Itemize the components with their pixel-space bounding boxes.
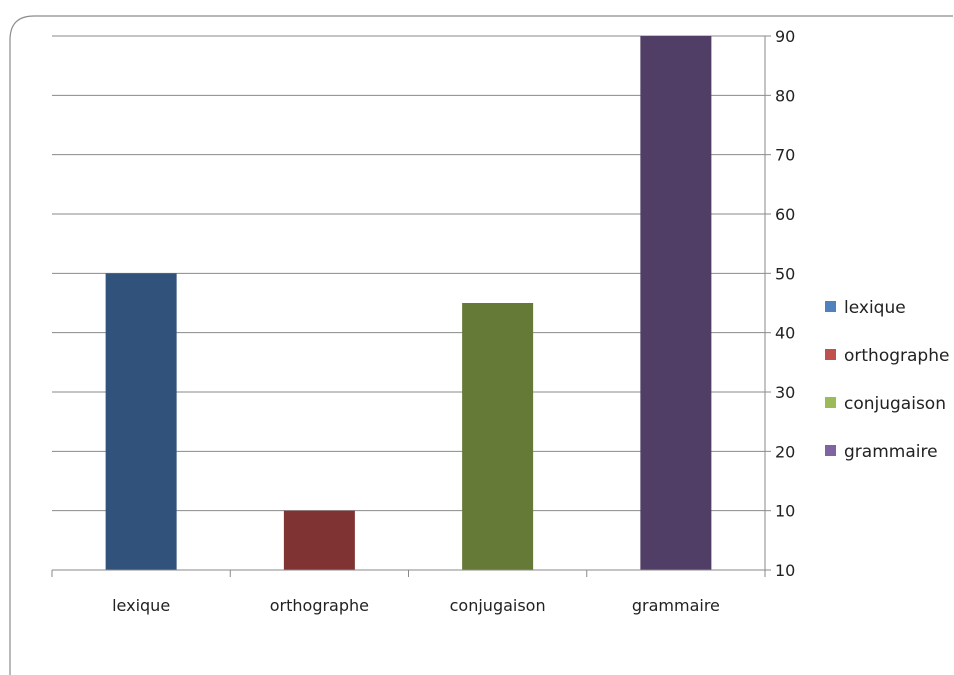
x-tick-label: lexique xyxy=(112,596,170,615)
y-tick-label: 40 xyxy=(775,324,795,343)
legend-swatch-conjugaison xyxy=(825,397,836,408)
y-tick-label: 70 xyxy=(775,146,795,165)
y-tick-label: 30 xyxy=(775,383,795,402)
x-tick-label: grammaire xyxy=(632,596,720,615)
legend-label: orthographe xyxy=(844,346,949,366)
legend: lexique orthographe conjugaison grammaire xyxy=(825,298,949,462)
bar-orthographe xyxy=(283,510,355,570)
x-tick-label: conjugaison xyxy=(450,596,546,615)
y-tick-label: 50 xyxy=(775,264,795,283)
y-tick-label: 80 xyxy=(775,86,795,105)
bar-conjugaison xyxy=(462,303,534,570)
x-tick-label: orthographe xyxy=(270,596,369,615)
legend-label: conjugaison xyxy=(844,394,946,414)
legend-label: grammaire xyxy=(844,442,938,462)
legend-label: lexique xyxy=(844,298,906,318)
bar-lexique xyxy=(105,273,177,570)
y-tick-label: 20 xyxy=(775,442,795,461)
y-tick-label: 90 xyxy=(775,27,795,46)
legend-swatch-orthographe xyxy=(825,349,836,360)
legend-swatch-lexique xyxy=(825,301,836,312)
axes: 10 10 20 30 40 50 60 70 80 90 lexique orthographe co… xyxy=(51,27,795,615)
legend-swatch-grammaire xyxy=(825,445,836,456)
bar-grammaire xyxy=(640,36,712,570)
bars xyxy=(105,36,712,570)
y-tick-label: 10 xyxy=(775,502,795,521)
y-tick-label: 60 xyxy=(775,205,795,224)
y-tick-label: 10 xyxy=(775,561,795,580)
chart-border xyxy=(9,15,953,675)
